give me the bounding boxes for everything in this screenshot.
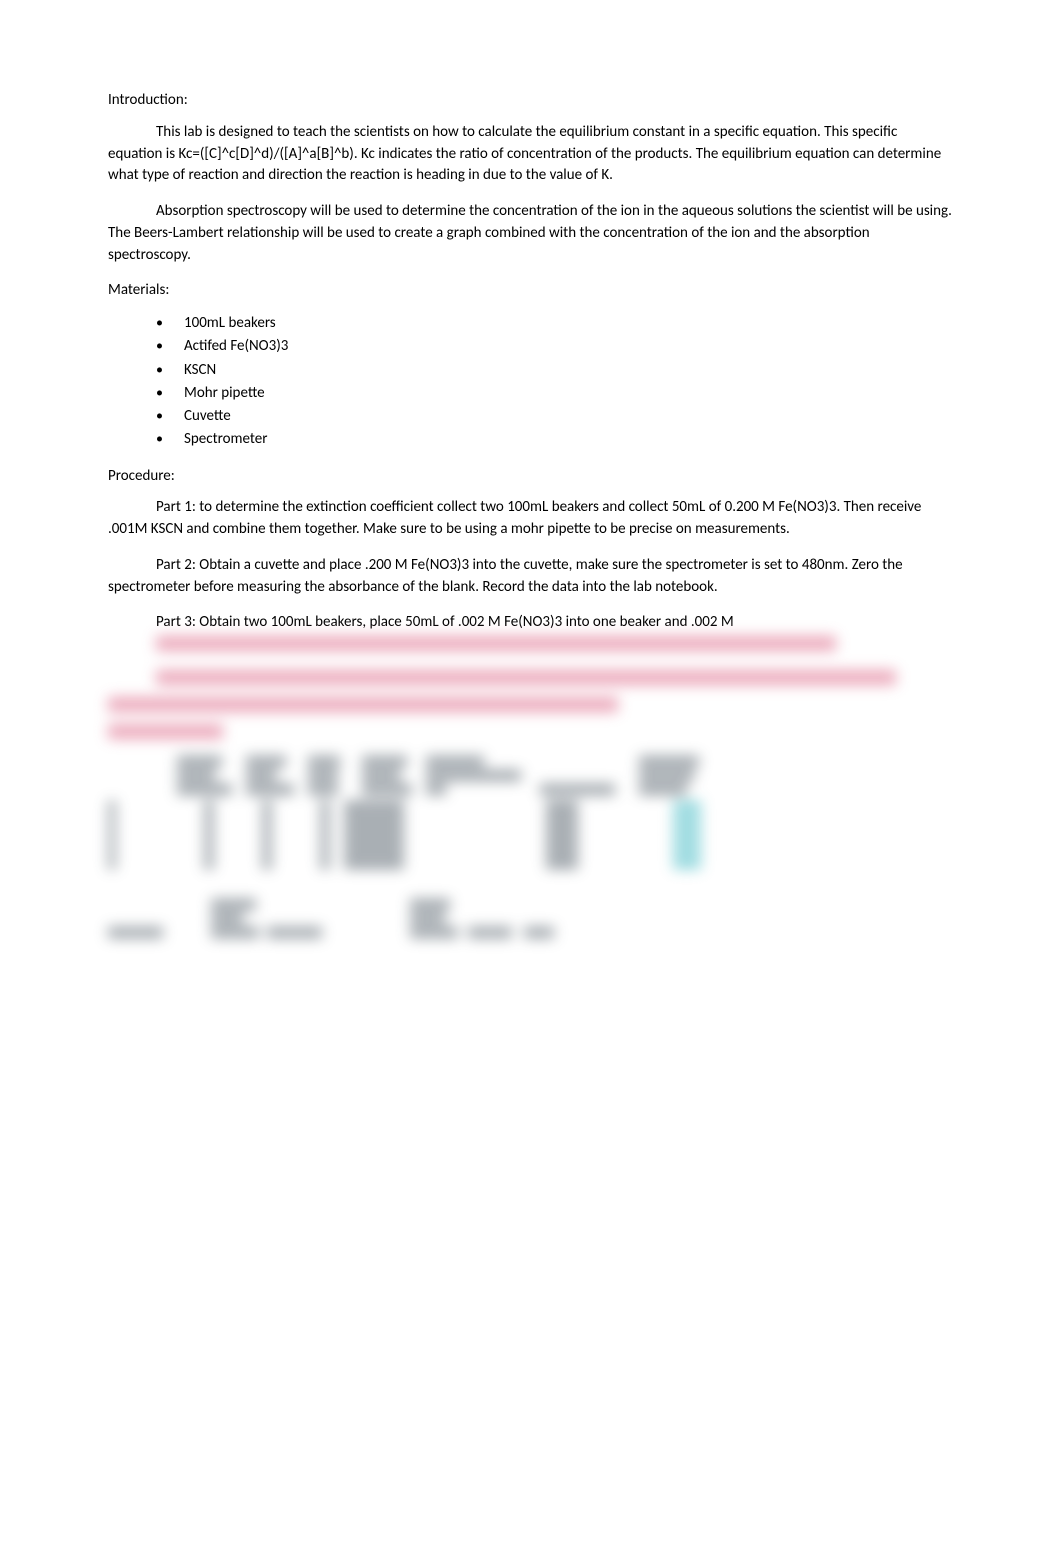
procedure-paragraph-3: Part 3: Obtain two 100mL beakers, place … [108,612,954,634]
list-item: Mohr pipette [156,382,954,405]
introduction-label: Introduction: [108,90,954,112]
obscured-table-upper [108,756,954,869]
materials-label: Materials: [108,280,954,302]
list-item: Spectrometer [156,428,954,451]
procedure-paragraph-1: Part 1: to determine the extinction coef… [108,497,954,541]
list-item: 100mL beakers [156,312,954,335]
procedure-paragraph-2: Part 2: Obtain a cuvette and place .200 … [108,555,954,599]
intro-paragraph-2: Absorption spectroscopy will be used to … [108,201,954,266]
list-item: Cuvette [156,405,954,428]
procedure-label: Procedure: [108,466,954,488]
obscured-content [108,636,954,938]
obscured-table-lower [108,899,954,938]
intro-paragraph-1: This lab is designed to teach the scient… [108,122,954,187]
list-item: KSCN [156,359,954,382]
list-item: Actifed Fe(NO3)3 [156,335,954,358]
materials-list: 100mL beakers Actifed Fe(NO3)3 KSCN Mohr… [108,312,954,452]
